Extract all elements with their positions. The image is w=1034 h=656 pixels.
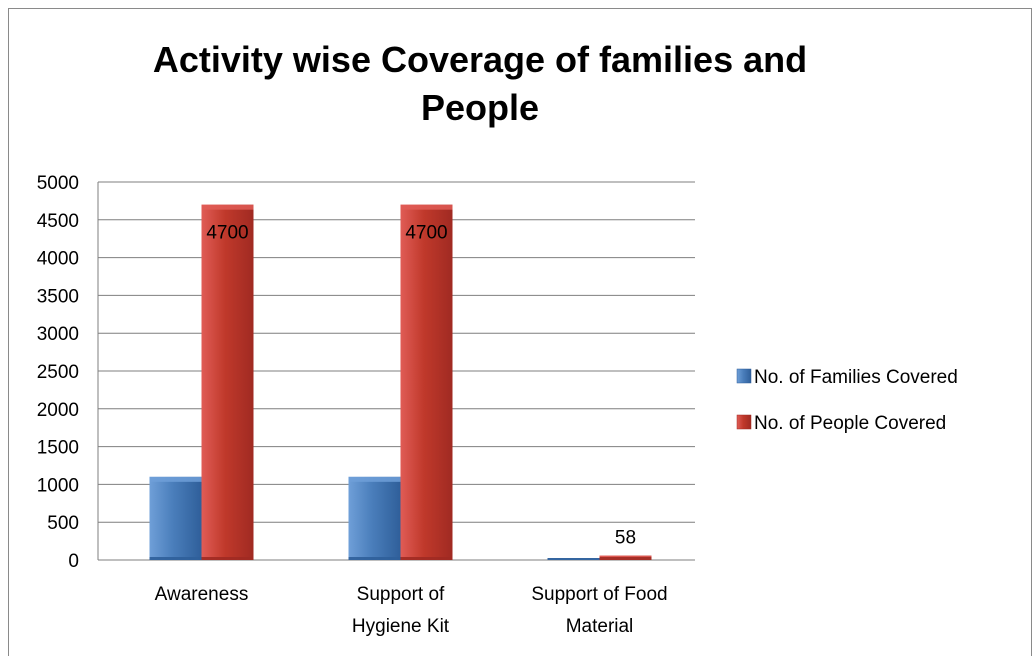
y-tick-label: 5000	[37, 173, 79, 194]
bar-bottom-bevel	[348, 557, 401, 560]
legend-swatch	[736, 368, 752, 384]
x-category-label: Material	[566, 616, 634, 637]
bar-bottom-bevel	[547, 558, 600, 560]
bar-bottom-bevel	[400, 557, 453, 560]
data-label: 58	[615, 528, 636, 549]
chart-frame	[8, 8, 1032, 656]
y-tick-label: 4000	[37, 249, 79, 270]
y-tick-label: 1000	[37, 475, 79, 496]
legend-label: No. of Families Covered	[754, 367, 958, 388]
data-label: 4700	[405, 223, 447, 244]
y-tick-label: 2000	[37, 400, 79, 421]
x-category-label: Awareness	[155, 584, 249, 605]
bar	[149, 476, 202, 560]
bar-bottom-bevel	[149, 557, 202, 560]
bar	[201, 204, 254, 560]
bar	[348, 476, 401, 560]
y-tick-label: 2500	[37, 362, 79, 383]
legend-label: No. of People Covered	[754, 413, 946, 434]
y-tick-label: 500	[47, 513, 79, 534]
chart-title: Activity wise Coverage of families and P…	[152, 39, 808, 128]
bar-top-bevel	[149, 476, 202, 482]
bar-bottom-bevel	[599, 557, 652, 560]
y-tick-label: 3500	[37, 286, 79, 307]
bar-bottom-bevel	[201, 557, 254, 560]
x-category-label: Support of	[357, 584, 445, 605]
y-tick-label: 1500	[37, 438, 79, 459]
y-tick-label: 0	[68, 551, 79, 572]
bar-top-bevel	[201, 204, 254, 210]
legend-swatch	[736, 414, 752, 430]
y-tick-label: 4500	[37, 211, 79, 232]
y-tick-label: 3000	[37, 324, 79, 345]
bar	[400, 204, 453, 560]
x-category-label: Hygiene Kit	[352, 616, 450, 637]
data-label: 4700	[206, 223, 248, 244]
x-category-label: Support of Food	[531, 584, 667, 605]
bar-top-bevel	[348, 476, 401, 482]
bar-top-bevel	[400, 204, 453, 210]
